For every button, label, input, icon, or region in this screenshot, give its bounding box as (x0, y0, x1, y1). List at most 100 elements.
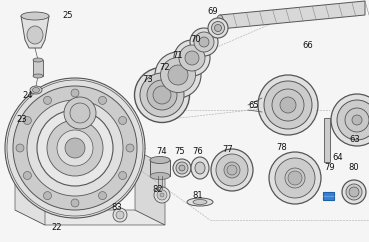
Ellipse shape (199, 37, 209, 47)
Circle shape (13, 86, 137, 210)
Text: 80: 80 (349, 164, 359, 173)
Circle shape (99, 192, 107, 200)
Circle shape (227, 165, 237, 175)
Ellipse shape (331, 94, 369, 146)
Polygon shape (15, 210, 165, 225)
Text: 73: 73 (143, 76, 154, 84)
Circle shape (44, 96, 52, 104)
Circle shape (349, 187, 359, 197)
Ellipse shape (27, 26, 43, 44)
Circle shape (47, 120, 103, 176)
Circle shape (57, 130, 93, 166)
Text: 70: 70 (191, 36, 201, 45)
Ellipse shape (150, 157, 170, 164)
Text: 83: 83 (112, 204, 123, 212)
Text: 66: 66 (303, 40, 313, 50)
Ellipse shape (21, 12, 49, 20)
Text: 24: 24 (23, 91, 33, 99)
Ellipse shape (134, 68, 190, 122)
Text: 22: 22 (52, 224, 62, 233)
Ellipse shape (285, 168, 305, 188)
Ellipse shape (168, 65, 188, 85)
Ellipse shape (155, 52, 201, 98)
Circle shape (157, 190, 167, 200)
Circle shape (16, 144, 24, 152)
Text: 71: 71 (173, 51, 183, 60)
Ellipse shape (217, 15, 224, 29)
Ellipse shape (33, 58, 43, 62)
Ellipse shape (346, 184, 362, 200)
Circle shape (71, 89, 79, 97)
Ellipse shape (190, 28, 218, 56)
Ellipse shape (224, 162, 240, 178)
Text: 82: 82 (153, 186, 163, 195)
Ellipse shape (32, 88, 39, 92)
Circle shape (160, 193, 164, 197)
Text: 77: 77 (223, 145, 233, 154)
Circle shape (64, 97, 96, 129)
Circle shape (116, 211, 124, 219)
Text: 25: 25 (63, 10, 73, 20)
Ellipse shape (345, 108, 369, 132)
Circle shape (118, 172, 127, 180)
Circle shape (99, 96, 107, 104)
Ellipse shape (147, 80, 177, 110)
Ellipse shape (150, 173, 170, 180)
Ellipse shape (214, 24, 221, 31)
Ellipse shape (211, 149, 253, 191)
Ellipse shape (179, 165, 185, 171)
Ellipse shape (33, 74, 43, 78)
Polygon shape (220, 1, 365, 29)
Ellipse shape (191, 157, 209, 179)
Circle shape (23, 172, 31, 180)
Ellipse shape (269, 152, 321, 204)
Bar (150, 160, 170, 176)
Text: 65: 65 (249, 100, 259, 109)
Text: 23: 23 (17, 115, 27, 124)
Circle shape (65, 138, 85, 158)
Ellipse shape (173, 159, 191, 177)
Text: 79: 79 (325, 164, 335, 173)
Circle shape (118, 116, 127, 124)
Circle shape (27, 100, 123, 196)
Ellipse shape (194, 32, 214, 52)
Circle shape (154, 187, 170, 203)
Text: 72: 72 (160, 62, 170, 71)
Ellipse shape (216, 154, 248, 186)
Ellipse shape (275, 158, 315, 198)
Polygon shape (135, 150, 165, 225)
Ellipse shape (208, 18, 228, 38)
Ellipse shape (140, 73, 184, 117)
Text: 78: 78 (277, 144, 287, 152)
Circle shape (37, 110, 113, 186)
Circle shape (288, 171, 302, 185)
Text: 69: 69 (208, 8, 218, 16)
Ellipse shape (195, 162, 205, 174)
Ellipse shape (272, 89, 304, 121)
Ellipse shape (179, 45, 205, 71)
Text: 76: 76 (193, 148, 203, 157)
Polygon shape (21, 16, 49, 48)
Ellipse shape (30, 86, 42, 94)
Circle shape (70, 103, 90, 123)
Bar (324, 118, 330, 162)
Ellipse shape (342, 180, 366, 204)
Polygon shape (15, 150, 45, 225)
Ellipse shape (280, 97, 296, 113)
Ellipse shape (211, 22, 224, 35)
Text: 63: 63 (349, 136, 361, 144)
Ellipse shape (352, 115, 362, 125)
Circle shape (126, 144, 134, 152)
Ellipse shape (174, 40, 210, 76)
Ellipse shape (161, 58, 196, 92)
Ellipse shape (187, 198, 213, 206)
Ellipse shape (176, 162, 188, 174)
Bar (323, 192, 334, 200)
Bar (33, 60, 43, 76)
Ellipse shape (258, 75, 318, 135)
Ellipse shape (185, 51, 199, 65)
Ellipse shape (337, 100, 369, 140)
Text: 64: 64 (333, 153, 343, 162)
Circle shape (23, 116, 31, 124)
Text: 81: 81 (193, 191, 203, 201)
